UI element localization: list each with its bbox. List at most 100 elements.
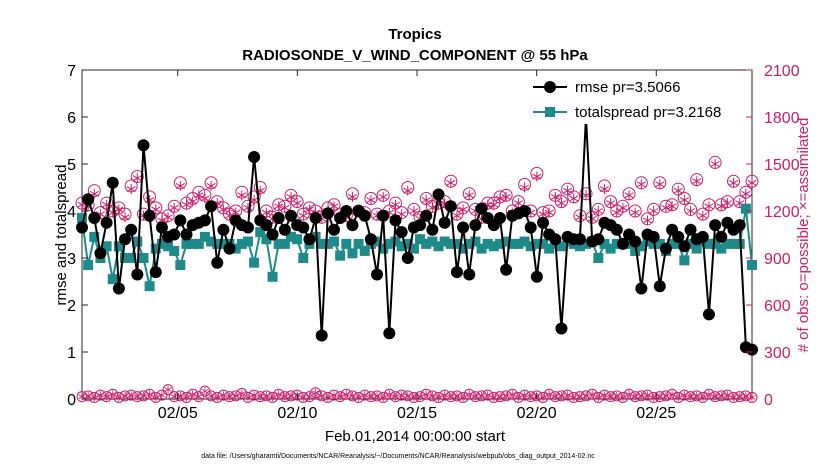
obs-low-point <box>519 389 531 401</box>
rmse-point <box>272 212 285 225</box>
obs-assimilated-point <box>458 204 468 215</box>
totalspread-point <box>470 236 481 247</box>
totalspread-point <box>107 274 118 285</box>
obs-assimilated-point <box>728 177 739 188</box>
obs-assimilated-stroke <box>550 193 560 200</box>
obs-assimilated-stroke <box>618 204 628 211</box>
obs-assimilated-stroke <box>728 179 739 186</box>
rmse-point <box>549 233 562 246</box>
totalspread-point <box>691 243 702 254</box>
obs-low-asterisk <box>606 394 615 399</box>
obs-assimilated-point <box>366 195 376 206</box>
obs-low-asterisk <box>729 395 738 400</box>
obs-low-point <box>242 391 254 403</box>
obs-assimilated-point <box>599 184 610 195</box>
obs-assimilated-point <box>237 190 247 201</box>
obs-assimilated-point <box>132 173 142 184</box>
rmse-point <box>94 247 107 260</box>
obs-low-point <box>721 389 733 401</box>
totalspread-point <box>747 260 757 271</box>
obs-low-asterisk <box>121 393 129 399</box>
obs-assimilated-point <box>446 177 456 188</box>
obs-assimilated-stroke <box>452 212 462 219</box>
obs-assimilated-point <box>298 210 308 221</box>
y-tick-label-left: 1 <box>67 345 76 362</box>
chart-subtitle: RADIOSONDE_V_WIND_COMPONENT @ 55 hPa <box>242 47 588 64</box>
obs-assimilated-stroke <box>741 190 751 197</box>
obs-assimilated-stroke <box>575 214 585 221</box>
totalspread-point <box>175 260 186 271</box>
obs-low-asterisk <box>619 395 627 400</box>
totalspread-point <box>335 250 346 261</box>
totalspread-point <box>581 238 592 249</box>
totalspread-point <box>624 238 635 249</box>
totalspread-point <box>611 238 622 249</box>
obs-assimilated-stroke <box>698 212 708 219</box>
obs-low-asterisk <box>490 395 498 400</box>
totalspread-point <box>427 236 438 247</box>
obs-low-asterisk <box>582 393 590 399</box>
obs-low-asterisk <box>78 394 86 399</box>
obs-low-point <box>125 389 137 401</box>
obs-assimilated-point <box>175 180 185 191</box>
obs-low-point <box>328 389 340 401</box>
obs-assimilated-stroke <box>120 214 130 221</box>
obs-low-point <box>334 391 346 403</box>
obs-low-asterisk <box>477 393 486 399</box>
rmse-point <box>180 228 193 241</box>
obs-low-point <box>150 391 162 403</box>
totalspread-point <box>482 238 493 249</box>
obs-assimilated-point <box>114 204 124 215</box>
obs-low-asterisk <box>170 394 178 399</box>
y-tick-label-left: 2 <box>67 298 76 315</box>
obs-low-point <box>746 391 758 403</box>
rmse-point <box>358 209 371 222</box>
totalspread-point <box>187 238 198 249</box>
rmse-point <box>297 221 310 234</box>
rmse-point <box>248 150 261 163</box>
rmse-point <box>217 223 230 236</box>
totalspread-point <box>384 238 395 249</box>
rmse-point <box>131 268 144 281</box>
totalspread-point <box>267 271 278 282</box>
obs-assimilated-point <box>390 199 401 210</box>
obs-low-asterisk <box>471 394 480 399</box>
rmse-point <box>438 216 451 229</box>
rmse-point <box>420 209 433 222</box>
y-tick-label-left: 6 <box>67 110 76 127</box>
rmse-point <box>555 322 568 335</box>
obs-low-asterisk <box>354 395 363 400</box>
totalspread-point <box>120 253 131 263</box>
y-tick-label-left: 4 <box>67 204 76 221</box>
rmse-point <box>76 221 88 234</box>
rmse-point <box>414 219 427 232</box>
y-tick-label-right: 0 <box>764 392 773 409</box>
obs-assimilated-point <box>163 212 173 223</box>
obs-low-point <box>531 390 543 402</box>
obs-low-asterisk <box>557 393 566 399</box>
obs-low-point <box>187 388 199 400</box>
obs-low-asterisk <box>576 394 584 399</box>
obs-low-asterisk <box>502 393 510 399</box>
y-axis-label-right: # of obs: o=possible; ×=assimilated <box>795 118 812 353</box>
totalspread-point <box>341 238 352 249</box>
obs-assimilated-point <box>550 191 560 202</box>
obs-low-asterisk <box>391 394 400 399</box>
obs-low-point <box>144 388 156 400</box>
obs-assimilated-stroke <box>532 173 542 180</box>
totalspread-point <box>150 243 161 254</box>
rmse-point <box>672 230 685 243</box>
obs-low-point <box>611 390 623 402</box>
obs-assimilated-stroke <box>692 178 702 185</box>
obs-assimilated-point <box>286 191 296 202</box>
totalspread-point <box>415 234 426 245</box>
totalspread-point <box>113 241 124 252</box>
obs-assimilated-stroke <box>679 197 689 203</box>
obs-low-point <box>156 389 168 401</box>
obs-low-point <box>592 391 604 403</box>
obs-assimilated-stroke <box>126 186 136 193</box>
totalspread-point <box>316 238 327 249</box>
rmse-point <box>715 230 728 243</box>
obs-low-point <box>691 390 703 402</box>
obs-assimilated-stroke <box>218 206 228 213</box>
